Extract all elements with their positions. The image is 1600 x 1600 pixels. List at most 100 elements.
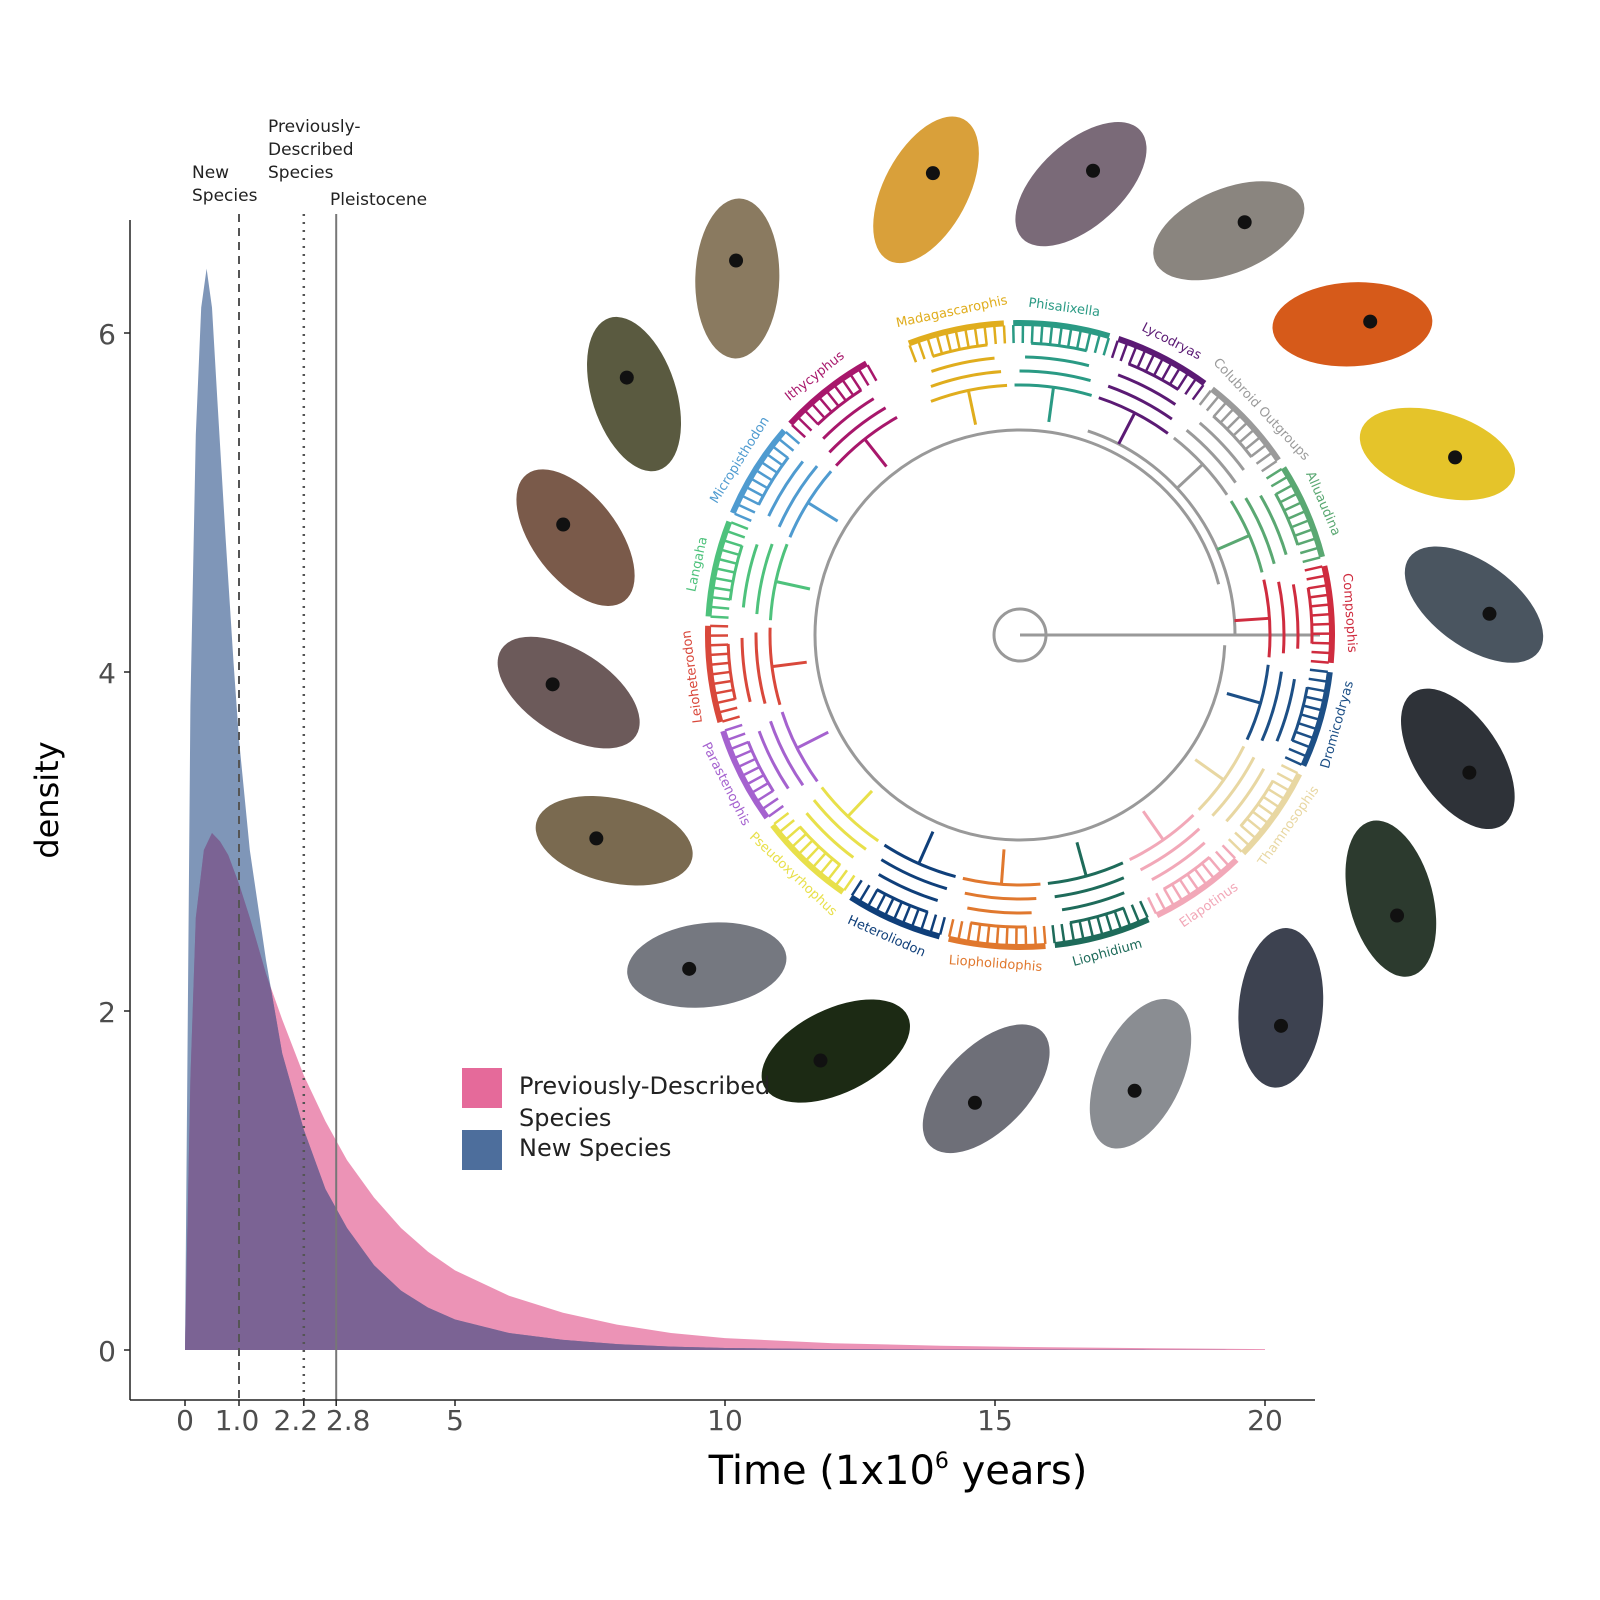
clade-bracket: [1185, 429, 1237, 484]
clade-tip: [719, 706, 738, 714]
circular-phylogeny: Madagascarophis PhisalixellaLycodryasColu…: [497, 116, 1544, 1154]
clade-tip: [785, 826, 801, 840]
snake-eye: [1363, 314, 1378, 329]
clade-bracket: [757, 730, 790, 790]
clade-langaha: Langaha: [684, 520, 811, 621]
reference-line-label-1: New Species: [192, 163, 258, 206]
clade-tip: [954, 331, 961, 350]
clade-tip: [724, 539, 743, 548]
clade-bracket: [1306, 587, 1314, 644]
snake-eye: [729, 253, 744, 268]
clade-bracket: [1275, 678, 1296, 742]
clade-tip: [1306, 686, 1326, 693]
clade-band: [1155, 857, 1239, 919]
clade-tip: [710, 652, 729, 657]
clade-tip: [1212, 402, 1227, 418]
clade-tip: [797, 417, 813, 432]
clade-tip: [1262, 795, 1279, 808]
clade-band: [705, 520, 733, 617]
clade-tip: [1308, 677, 1327, 683]
clade-tip: [1042, 925, 1047, 945]
x-ticks: 0 1.0 2.2 2.8 5 10 15 20: [176, 1400, 1283, 1437]
clade-tip: [1232, 422, 1248, 437]
clade-tip: [1048, 326, 1054, 345]
x-tick-label: 15: [977, 1404, 1013, 1437]
clade-band: [1117, 336, 1207, 386]
density-areas: [185, 268, 1265, 1351]
clade-stem: [863, 438, 888, 468]
clade-band: [770, 823, 845, 895]
clade-tip: [1039, 325, 1044, 344]
clade-label: Compsophis: [1339, 573, 1359, 654]
clade-tip: [1160, 363, 1172, 381]
clade-alluaudina: Alluaudina: [1216, 466, 1343, 573]
clade-bracket: [1054, 876, 1125, 899]
clade-tip: [911, 908, 920, 927]
clade-bracket: [1047, 861, 1124, 885]
legend-swatch-2: [462, 1130, 502, 1170]
clade-stem: [1194, 758, 1225, 782]
clade-tip: [811, 403, 826, 419]
clade-tip: [1171, 883, 1183, 901]
clade-tip: [805, 845, 820, 861]
clade-tip: [1308, 584, 1327, 590]
clade-tip: [1284, 756, 1303, 766]
clade-bracket: [1019, 369, 1091, 383]
clade-bracket: [877, 873, 939, 902]
clade-tip: [712, 596, 731, 601]
clade-tip: [716, 567, 736, 574]
clade-tip: [929, 914, 938, 933]
clade-tip: [738, 757, 757, 768]
series-overlap-area: [185, 833, 1265, 1350]
x-tick-label: 1.0: [215, 1404, 260, 1437]
clade-stem: [771, 660, 807, 669]
clade-bracket: [1239, 779, 1275, 828]
clade-tip: [715, 576, 734, 583]
clade-bracket: [1291, 584, 1300, 649]
clade-tip: [773, 811, 790, 825]
clade-tip: [1288, 747, 1306, 758]
tree-outgroup-ring: [1087, 429, 1237, 636]
clade-tip: [762, 797, 779, 810]
clade-tip: [1130, 904, 1140, 922]
clade-tip: [1295, 730, 1313, 739]
clade-tip: [724, 723, 743, 732]
clade-tip: [812, 852, 827, 868]
clade-bracket: [967, 906, 1032, 915]
clade-bracket: [1259, 494, 1288, 556]
clade-bracket: [1274, 492, 1300, 546]
clade-tip: [713, 679, 732, 686]
clade-band: [1013, 320, 1111, 339]
clade-tip: [826, 391, 840, 407]
clade-tip: [778, 438, 795, 452]
clade-bracket: [930, 356, 995, 373]
clade-tip: [850, 879, 863, 897]
clade-tip: [858, 369, 870, 387]
clade-tip: [1251, 810, 1268, 824]
clade-tip: [1122, 907, 1131, 926]
y-tick-label: 2: [98, 996, 116, 1029]
clade-tip: [1066, 329, 1073, 348]
clade-bracket: [962, 876, 1041, 887]
clade-stem: [966, 390, 978, 425]
clade-stem: [1176, 463, 1204, 490]
clade-bracket: [740, 637, 752, 703]
clade-label: Phisalixella: [1027, 296, 1101, 321]
clade-tip: [1294, 528, 1312, 537]
snake-head-photo: [627, 922, 787, 1008]
snake-head-photo: [922, 1024, 1050, 1154]
clade-tip: [1305, 695, 1324, 702]
clade-tip: [867, 889, 879, 907]
clade-tip: [1075, 330, 1082, 349]
clade-tip: [1139, 900, 1149, 919]
clade-tip: [784, 431, 801, 445]
clade-tip: [843, 874, 856, 892]
clade-tip: [1176, 373, 1189, 390]
snake-head-photo: [1153, 181, 1305, 281]
snake-head-photo: [873, 116, 979, 264]
clade-tip: [945, 333, 953, 352]
clade-parastenophis: Parastenophis: [698, 711, 829, 829]
clade-tip: [1104, 913, 1113, 932]
clade-tip: [995, 926, 1000, 945]
